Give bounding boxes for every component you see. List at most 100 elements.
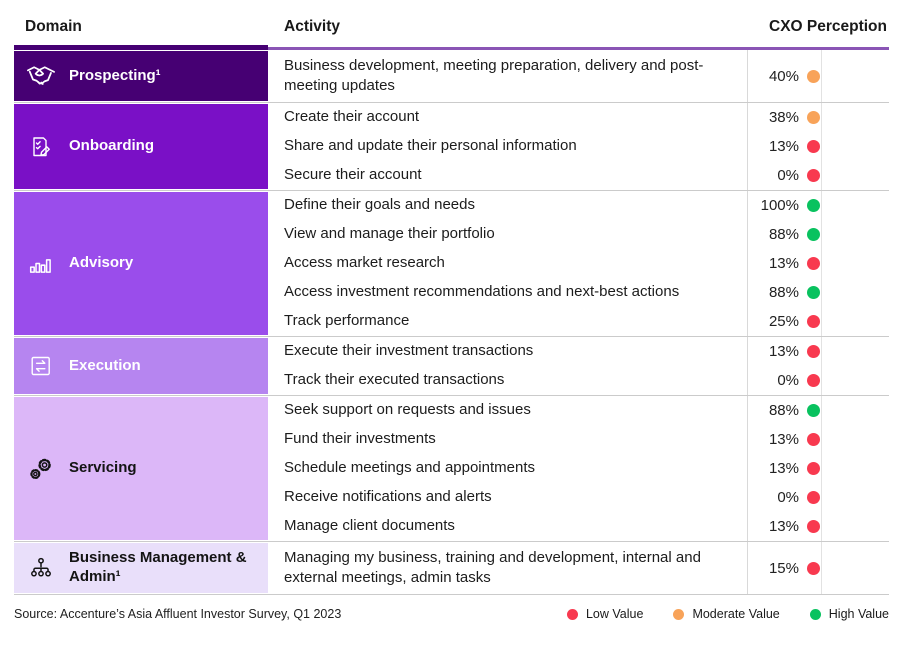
- perception-cell: 88%: [748, 396, 822, 425]
- rating-dot-high: [807, 404, 820, 417]
- activity-row: Access market research 13%: [268, 249, 889, 278]
- legend-dot-high: [809, 608, 821, 620]
- activity-label: Define their goals and needs: [268, 191, 748, 220]
- activity-row: Receive notifications and alerts 0%: [268, 483, 889, 512]
- activity-label: View and manage their portfolio: [268, 220, 748, 249]
- activity-row: Seek support on requests and issues 88%: [268, 396, 889, 425]
- perception-value: 15%: [768, 559, 799, 577]
- perception-cell: 0%: [748, 483, 822, 512]
- rating-dot-high: [807, 199, 820, 212]
- activity-rows: Create their account 38% Share and update …: [268, 103, 889, 190]
- activity-row: Define their goals and needs 100%: [268, 191, 889, 220]
- activity-row: Share and update their personal informat…: [268, 132, 889, 161]
- table-body: Prospecting¹ Business development, meetin…: [14, 50, 889, 595]
- legend-item: High Value: [809, 607, 889, 621]
- activity-row: Track their executed transactions 0%: [268, 366, 889, 395]
- rating-dot-low: [807, 345, 820, 358]
- activity-label: Track their executed transactions: [268, 366, 748, 395]
- domain-cell: Servicing: [14, 397, 268, 540]
- row-tail-spacer: [822, 337, 889, 366]
- legend-item: Moderate Value: [673, 607, 780, 621]
- perception-value: 13%: [768, 460, 799, 477]
- rating-dot-low: [807, 491, 820, 504]
- swap-arrows-icon: [26, 354, 56, 378]
- column-header-domain: Domain: [25, 18, 82, 35]
- domain-group-row: Business Management & Admin¹ Managing my …: [14, 542, 889, 595]
- perception-value: 100%: [760, 197, 799, 214]
- row-tail-spacer: [822, 366, 889, 395]
- legend-label: Low Value: [585, 607, 644, 621]
- rating-dot-low: [807, 140, 820, 153]
- perception-value: 40%: [768, 67, 799, 85]
- perception-cell: 13%: [748, 249, 822, 278]
- rating-dot-low: [807, 374, 820, 387]
- rating-dot-low: [807, 561, 820, 575]
- activity-row: Access investment recommendations and ne…: [268, 278, 889, 307]
- activity-label: Schedule meetings and appointments: [268, 454, 748, 483]
- perception-value: 0%: [777, 167, 799, 184]
- domain-label: Execution: [69, 356, 141, 374]
- perception-value: 0%: [777, 489, 799, 506]
- domain-label: Servicing: [69, 459, 137, 477]
- domain-cell: Execution: [14, 338, 268, 394]
- gears-icon: [26, 456, 56, 482]
- activity-label: Business development, meeting preparatio…: [268, 50, 748, 102]
- row-tail-spacer: [822, 50, 889, 102]
- perception-cell: 25%: [748, 307, 822, 336]
- rating-dot-low: [807, 462, 820, 475]
- activity-row: Managing my business, training and devel…: [268, 542, 889, 594]
- perception-value: 88%: [768, 402, 799, 419]
- rating-dot-moderate: [807, 69, 820, 83]
- activity-label: Managing my business, training and devel…: [268, 542, 748, 594]
- bar-chart-icon: [26, 252, 56, 276]
- row-tail-spacer: [822, 191, 889, 220]
- perception-cell: 0%: [748, 366, 822, 395]
- legend-label: Moderate Value: [692, 607, 780, 621]
- column-header-cxo-perception: CXO Perception: [769, 18, 887, 35]
- activity-row: Execute their investment transactions 13%: [268, 337, 889, 366]
- activity-label: Fund their investments: [268, 425, 748, 454]
- org-chart-icon: [26, 556, 56, 580]
- domain-cell: Onboarding: [14, 104, 268, 189]
- perception-cell: 38%: [748, 103, 822, 132]
- activity-rows: Managing my business, training and devel…: [268, 542, 889, 594]
- legend: Low Value Moderate Value High Value: [566, 607, 889, 621]
- domain-cell: Business Management & Admin¹: [14, 543, 268, 593]
- legend-dot-moderate: [673, 608, 685, 620]
- row-tail-spacer: [822, 396, 889, 425]
- perception-value: 13%: [768, 518, 799, 535]
- legend-dot-low: [566, 608, 578, 620]
- perception-value: 13%: [768, 255, 799, 272]
- perception-cell: 13%: [748, 454, 822, 483]
- row-tail-spacer: [822, 512, 889, 541]
- header-rule-light-segment: [268, 47, 889, 50]
- source-note: Source: Accenture’s Asia Affluent Invest…: [14, 607, 342, 621]
- activity-label: Secure their account: [268, 161, 748, 190]
- perception-cell: 88%: [748, 220, 822, 249]
- rating-dot-low: [807, 169, 820, 182]
- perception-value: 0%: [777, 372, 799, 389]
- rating-dot-low: [807, 257, 820, 270]
- domain-group-row: Advisory Define their goals and needs 100%…: [14, 191, 889, 337]
- rating-dot-low: [807, 520, 820, 533]
- domain-label: Onboarding: [69, 137, 154, 155]
- activity-label: Access investment recommendations and ne…: [268, 278, 748, 307]
- row-tail-spacer: [822, 542, 889, 594]
- perception-value: 13%: [768, 431, 799, 448]
- header-rule-dark-segment: [14, 45, 268, 50]
- activity-label: Share and update their personal informat…: [268, 132, 748, 161]
- activity-row: Business development, meeting preparatio…: [268, 50, 889, 102]
- rating-dot-low: [807, 315, 820, 328]
- domain-group-row: Prospecting¹ Business development, meetin…: [14, 50, 889, 103]
- perception-cell: 88%: [748, 278, 822, 307]
- row-tail-spacer: [822, 483, 889, 512]
- perception-value: 13%: [768, 343, 799, 360]
- activity-row: View and manage their portfolio 88%: [268, 220, 889, 249]
- perception-value: 25%: [768, 313, 799, 330]
- row-tail-spacer: [822, 132, 889, 161]
- domain-label: Prospecting¹: [69, 66, 161, 84]
- header-rule: [14, 45, 889, 50]
- activity-row: Track performance 25%: [268, 307, 889, 336]
- perception-cell: 15%: [748, 542, 822, 594]
- activity-label: Track performance: [268, 307, 748, 336]
